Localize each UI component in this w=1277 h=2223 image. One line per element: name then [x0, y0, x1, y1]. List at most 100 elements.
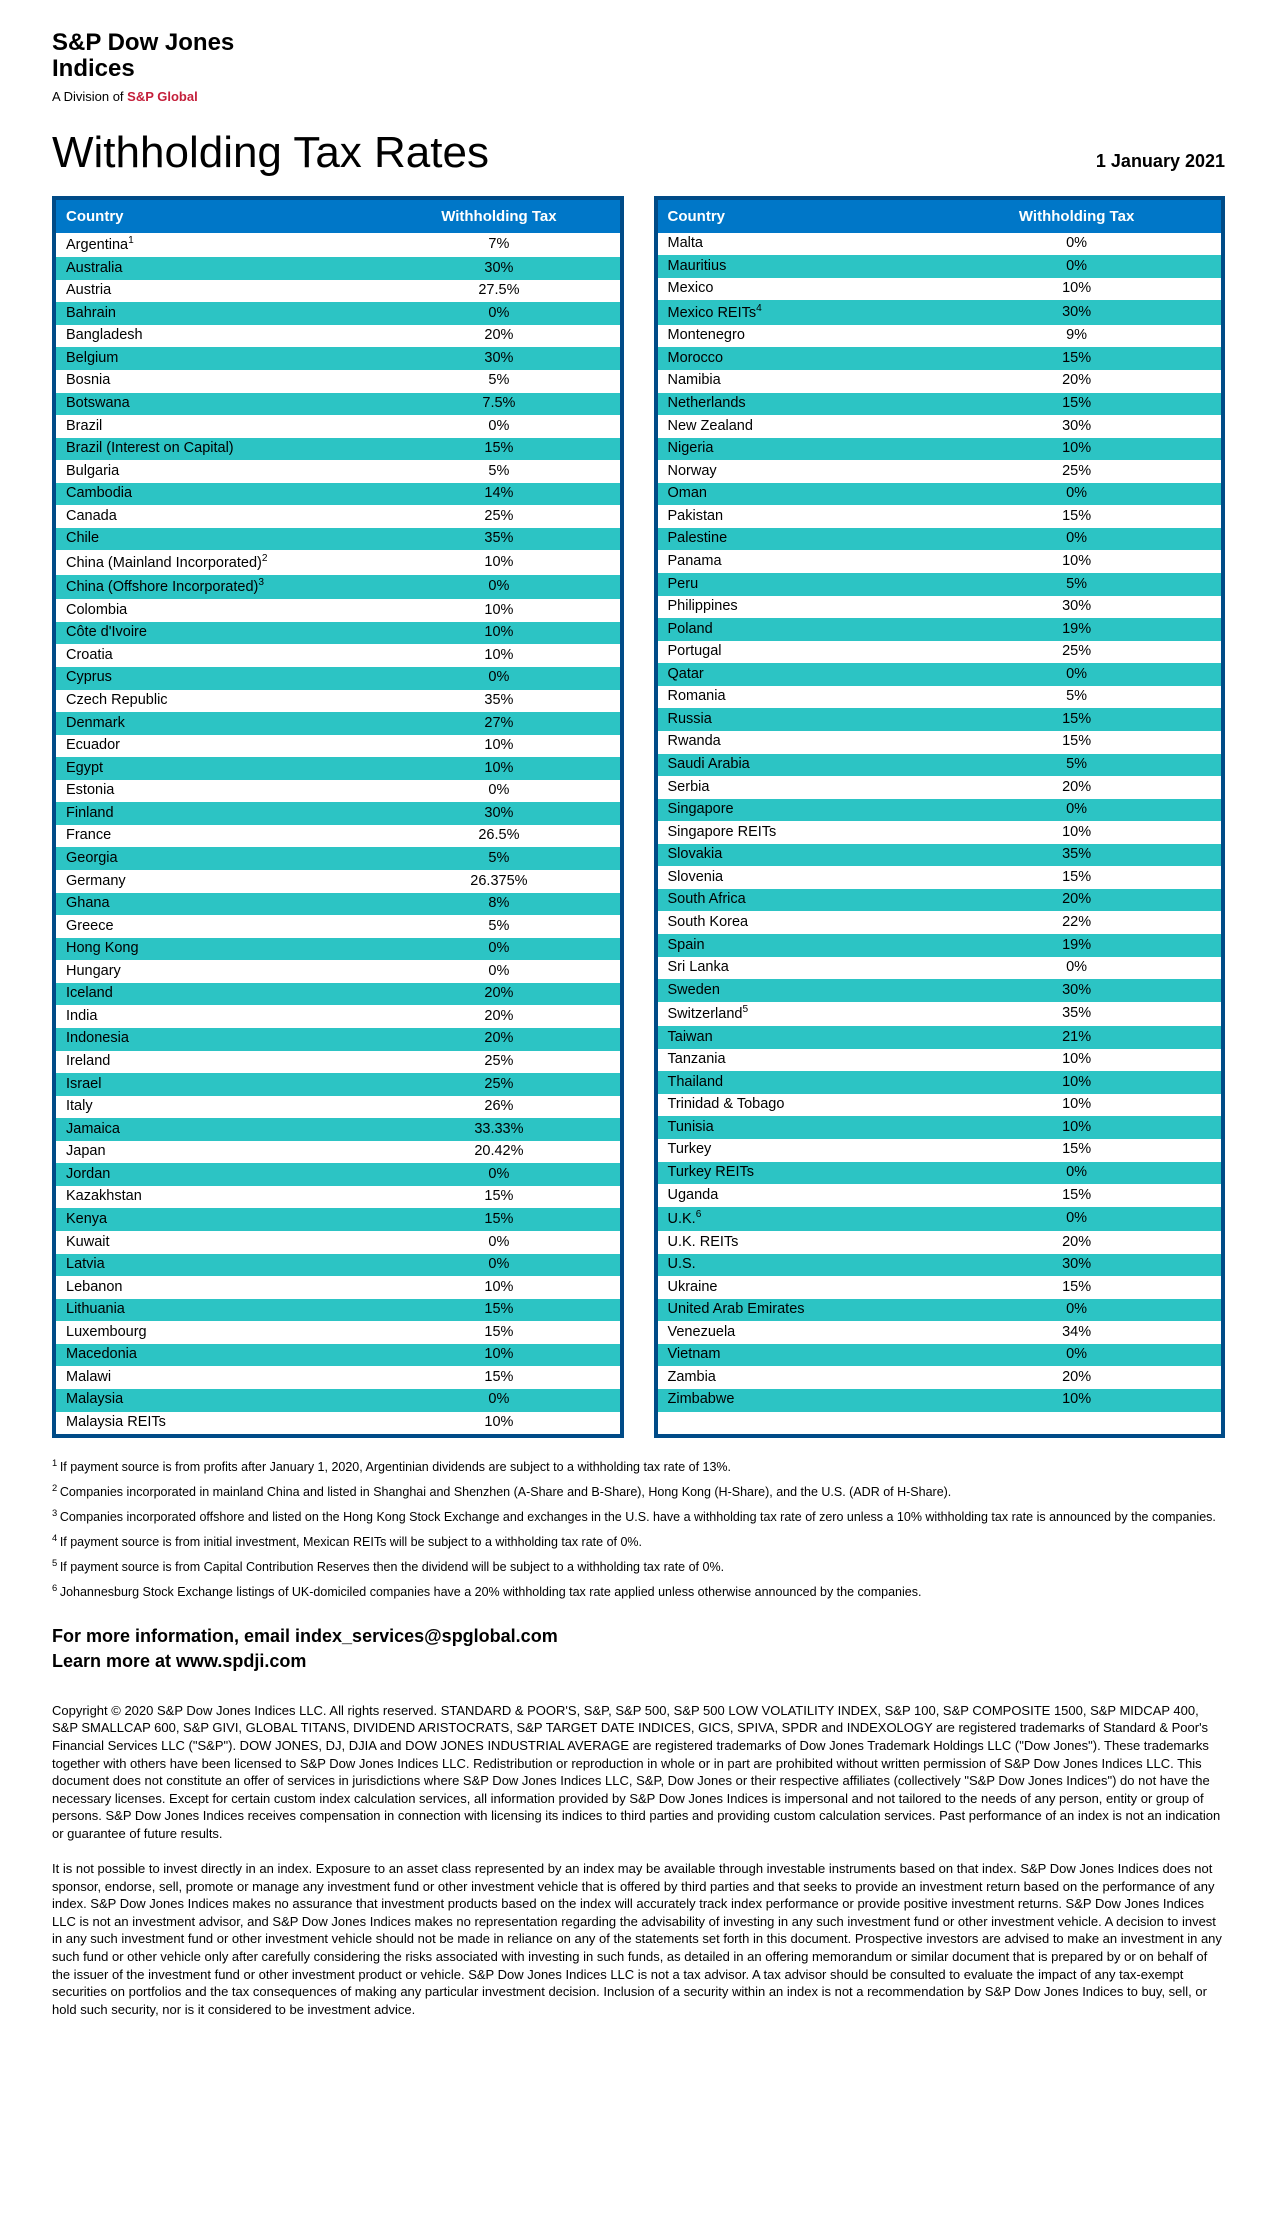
cell-country: Kuwait	[54, 1231, 392, 1254]
cell-country: Jamaica	[54, 1118, 392, 1141]
cell-country: Sri Lanka	[656, 957, 947, 980]
cell-tax: 7.5%	[392, 393, 621, 416]
cell-country: Singapore	[656, 799, 947, 822]
cell-country: U.K. REITs	[656, 1231, 947, 1254]
table-row: Chile35%	[54, 528, 622, 551]
cell-country: Malawi	[54, 1366, 392, 1389]
cell-tax: 0%	[946, 528, 1223, 551]
table-row: Singapore REITs10%	[656, 821, 1224, 844]
cell-tax: 14%	[392, 483, 621, 506]
table-row: Slovakia35%	[656, 844, 1224, 867]
cell-tax: 33.33%	[392, 1118, 621, 1141]
cell-tax: 15%	[946, 347, 1223, 370]
cell-country: South Korea	[656, 911, 947, 934]
table-row: Georgia5%	[54, 847, 622, 870]
cell-country: Georgia	[54, 847, 392, 870]
cell-tax: 20%	[946, 889, 1223, 912]
tables-container: Country Withholding Tax Argentina17%Aust…	[52, 196, 1225, 1438]
cell-country: Peru	[656, 573, 947, 596]
cell-tax: 0%	[946, 255, 1223, 278]
cell-tax: 0%	[946, 233, 1223, 256]
cell-country: Taiwan	[656, 1026, 947, 1049]
cell-tax: 0%	[392, 938, 621, 961]
table-row: Brazil0%	[54, 415, 622, 438]
table-row: Hungary0%	[54, 960, 622, 983]
page-title: Withholding Tax Rates	[52, 128, 489, 178]
contact-url: Learn more at www.spdji.com	[52, 1649, 1225, 1674]
table-row: New Zealand30%	[656, 415, 1224, 438]
table-row: Malaysia0%	[54, 1389, 622, 1412]
cell-tax: 27%	[392, 712, 621, 735]
table-row: Turkey15%	[656, 1139, 1224, 1162]
cell-country: Croatia	[54, 644, 392, 667]
table-row: Argentina17%	[54, 233, 622, 257]
footnote: 6 Johannesburg Stock Exchange listings o…	[52, 1581, 1225, 1602]
cell-tax: 5%	[392, 370, 621, 393]
cell-country: Japan	[54, 1141, 392, 1164]
cell-tax: 10%	[392, 1412, 621, 1437]
cell-country: Australia	[54, 257, 392, 280]
cell-tax: 10%	[392, 550, 621, 574]
table-row: Tunisia10%	[656, 1116, 1224, 1139]
title-row: Withholding Tax Rates 1 January 2021	[52, 128, 1225, 178]
cell-country: Singapore REITs	[656, 821, 947, 844]
cell-country: Denmark	[54, 712, 392, 735]
cell-tax: 30%	[392, 802, 621, 825]
tax-table-left: Country Withholding Tax Argentina17%Aust…	[52, 196, 624, 1438]
cell-tax: 10%	[946, 438, 1223, 461]
footnote: 2 Companies incorporated in mainland Chi…	[52, 1481, 1225, 1502]
cell-country: Bosnia	[54, 370, 392, 393]
col-country: Country	[54, 198, 392, 233]
cell-country: Macedonia	[54, 1344, 392, 1367]
cell-country: Luxembourg	[54, 1321, 392, 1344]
cell-country: Vietnam	[656, 1344, 947, 1367]
table-row: Hong Kong0%	[54, 938, 622, 961]
cell-tax: 8%	[392, 893, 621, 916]
cell-tax: 5%	[392, 460, 621, 483]
cell-country: Belgium	[54, 347, 392, 370]
cell-tax: 22%	[946, 911, 1223, 934]
table-row	[656, 1412, 1224, 1437]
cell-tax: 15%	[946, 731, 1223, 754]
table-row: Russia15%	[656, 708, 1224, 731]
cell-country: Chile	[54, 528, 392, 551]
legal-paragraph: Copyright © 2020 S&P Dow Jones Indices L…	[52, 1702, 1225, 1842]
cell-tax: 10%	[946, 1094, 1223, 1117]
table-row: Botswana7.5%	[54, 393, 622, 416]
cell-tax: 34%	[946, 1321, 1223, 1344]
table-row: Australia30%	[54, 257, 622, 280]
cell-tax: 10%	[392, 757, 621, 780]
cell-country: Pakistan	[656, 505, 947, 528]
cell-tax: 0%	[946, 1344, 1223, 1367]
document-date: 1 January 2021	[1096, 151, 1225, 172]
cell-tax: 30%	[392, 347, 621, 370]
footnote: 1 If payment source is from profits afte…	[52, 1456, 1225, 1477]
table-row: Lithuania15%	[54, 1299, 622, 1322]
table-row: Lebanon10%	[54, 1276, 622, 1299]
table-row: Iceland20%	[54, 983, 622, 1006]
table-row: Bosnia5%	[54, 370, 622, 393]
table-row: U.K.60%	[656, 1207, 1224, 1231]
table-row: Luxembourg15%	[54, 1321, 622, 1344]
cell-tax: 15%	[392, 1208, 621, 1231]
cell-country: Kazakhstan	[54, 1186, 392, 1209]
cell-tax: 15%	[946, 393, 1223, 416]
footnote: 3 Companies incorporated offshore and li…	[52, 1506, 1225, 1527]
cell-country: Norway	[656, 460, 947, 483]
cell-country: Venezuela	[656, 1321, 947, 1344]
cell-country: Switzerland5	[656, 1002, 947, 1026]
table-row: Slovenia15%	[656, 866, 1224, 889]
document-header: S&P Dow Jones Indices A Division of S&P …	[52, 30, 1225, 104]
table-row: Ukraine15%	[656, 1276, 1224, 1299]
cell-country: Tanzania	[656, 1049, 947, 1072]
cell-tax: 0%	[946, 1299, 1223, 1322]
cell-country: Portugal	[656, 641, 947, 664]
table-row: Belgium30%	[54, 347, 622, 370]
cell-tax: 35%	[392, 690, 621, 713]
cell-country: Nigeria	[656, 438, 947, 461]
cell-tax: 19%	[946, 934, 1223, 957]
cell-country: Austria	[54, 280, 392, 303]
table-row: Jamaica33.33%	[54, 1118, 622, 1141]
cell-country: Malta	[656, 233, 947, 256]
cell-tax: 20.42%	[392, 1141, 621, 1164]
